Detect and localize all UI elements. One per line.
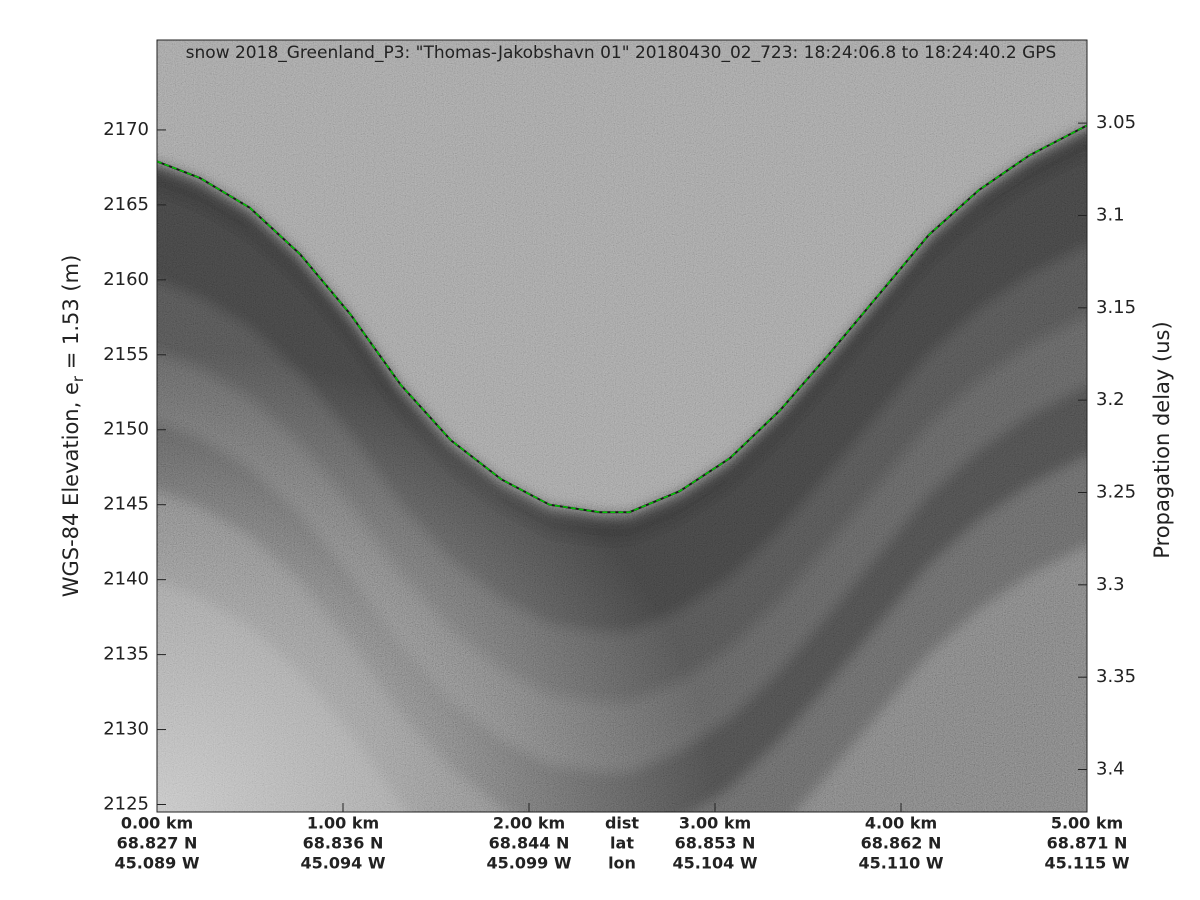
chart-title: snow 2018_Greenland_P3: "Thomas-Jakobsha… xyxy=(186,43,1057,63)
y-axis-label-subscript: r xyxy=(69,375,87,382)
y-tick-label: 2125 xyxy=(103,794,149,815)
y2-axis-label: Propagation delay (us) xyxy=(1150,321,1174,558)
x-tick-lat: 68.871 N xyxy=(1047,834,1128,853)
y-tick-label: 2155 xyxy=(103,344,149,365)
surface-line xyxy=(157,124,1087,513)
x-tick-lat: 68.862 N xyxy=(861,834,942,853)
x-row-name: dist xyxy=(605,814,639,833)
echogram xyxy=(157,40,1087,812)
y-tick-label: 2165 xyxy=(103,194,149,215)
x-tick-label: 2.00 km xyxy=(493,814,565,833)
x-tick-lat: 68.853 N xyxy=(675,834,756,853)
x-tick-lon: 45.099 W xyxy=(487,854,572,873)
x-tick-lon: 45.104 W xyxy=(673,854,758,873)
x-tick-lon: 45.089 W xyxy=(115,854,200,873)
y2-tick-label: 3.1 xyxy=(1096,204,1125,225)
x-tick-label: 1.00 km xyxy=(307,814,379,833)
x-row-name: lon xyxy=(608,854,636,873)
y2-tick-label: 3.35 xyxy=(1096,666,1136,687)
y-axis-label: WGS-84 Elevation, er = 1.53 (m) xyxy=(59,255,87,598)
x-tick-label: 4.00 km xyxy=(865,814,937,833)
y-tick-label: 2150 xyxy=(103,419,149,440)
y2-tick-label: 3.2 xyxy=(1096,389,1125,410)
x-tick-lat: 68.827 N xyxy=(117,834,198,853)
x-tick-label: 3.00 km xyxy=(679,814,751,833)
plot-frame xyxy=(156,39,1088,813)
x-tick-label: 5.00 km xyxy=(1051,814,1123,833)
x-tick-lon: 45.110 W xyxy=(859,854,944,873)
y-axis-label-part: = 1.53 (m) xyxy=(59,255,83,376)
y2-tick-label: 3.05 xyxy=(1096,112,1136,133)
x-tick-lat: 68.836 N xyxy=(303,834,384,853)
y2-tick-label: 3.4 xyxy=(1096,759,1125,780)
y-tick-label: 2130 xyxy=(103,719,149,740)
y-axis-label-part: WGS-84 Elevation, e xyxy=(59,382,83,597)
x-row-name: lat xyxy=(610,834,634,853)
y-tick-label: 2145 xyxy=(103,494,149,515)
x-tick-lon: 45.115 W xyxy=(1045,854,1130,873)
y2-tick-label: 3.25 xyxy=(1096,481,1136,502)
x-tick-lat: 68.844 N xyxy=(489,834,570,853)
y-tick-label: 2135 xyxy=(103,644,149,665)
y-tick-label: 2160 xyxy=(103,269,149,290)
y2-tick-label: 3.3 xyxy=(1096,574,1125,595)
y-tick-label: 2140 xyxy=(103,569,149,590)
x-tick-label: 0.00 km xyxy=(121,814,193,833)
y-tick-label: 2170 xyxy=(103,119,149,140)
y2-tick-label: 3.15 xyxy=(1096,297,1136,318)
x-tick-lon: 45.094 W xyxy=(301,854,386,873)
